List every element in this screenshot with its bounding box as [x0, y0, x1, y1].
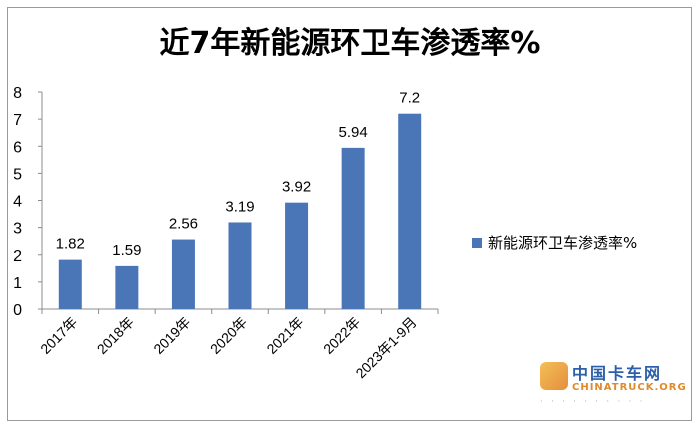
bar	[228, 222, 252, 309]
truck-logo-icon	[540, 362, 568, 390]
y-tick-label: 0	[13, 302, 22, 319]
data-label: 1.59	[112, 242, 141, 259]
y-tick-label: 2	[13, 248, 22, 265]
chart-title: 近7年新能源环卫车渗透率%	[159, 26, 541, 61]
y-tick-label: 3	[13, 221, 22, 238]
data-label: 3.92	[282, 179, 311, 196]
legend-label: 新能源环卫车渗透率%	[488, 234, 638, 252]
y-tick-label: 5	[13, 166, 22, 183]
legend-swatch	[472, 237, 482, 248]
watermark-dots: · · · · · · · · · ·	[540, 397, 646, 406]
watermark-name: 中国卡车网	[572, 364, 663, 383]
data-label: 2.56	[169, 216, 198, 233]
bar	[341, 147, 365, 309]
y-tick-label: 1	[13, 275, 22, 292]
watermark-logo: 中国卡车网 CHINATRUCK.ORG · · · · · · · · · ·	[540, 360, 690, 416]
legend: 新能源环卫车渗透率%	[472, 232, 637, 253]
watermark-latin: CHINATRUCK.ORG	[572, 382, 687, 393]
x-tick-label: 2019年	[150, 314, 193, 357]
x-tick-label: 2023年1-9月	[352, 314, 419, 381]
y-tick-label: 7	[13, 112, 22, 129]
bar	[58, 259, 82, 309]
y-tick-label: 6	[13, 139, 22, 156]
bar	[115, 265, 139, 309]
x-tick-label: 2020年	[207, 314, 250, 357]
data-label: 7.2	[399, 90, 420, 107]
data-label: 1.82	[56, 236, 85, 253]
bar	[398, 113, 422, 309]
x-tick-label: 2017年	[37, 314, 80, 357]
y-tick-label: 4	[13, 194, 22, 211]
bar	[285, 202, 309, 309]
x-tick-label: 2021年	[263, 314, 306, 357]
bar	[171, 239, 195, 309]
y-tick-label: 8	[13, 85, 22, 102]
data-label: 3.19	[225, 198, 254, 215]
x-tick-label: 2022年	[320, 314, 363, 357]
data-label: 5.94	[339, 124, 368, 141]
x-tick-label: 2018年	[94, 314, 137, 357]
